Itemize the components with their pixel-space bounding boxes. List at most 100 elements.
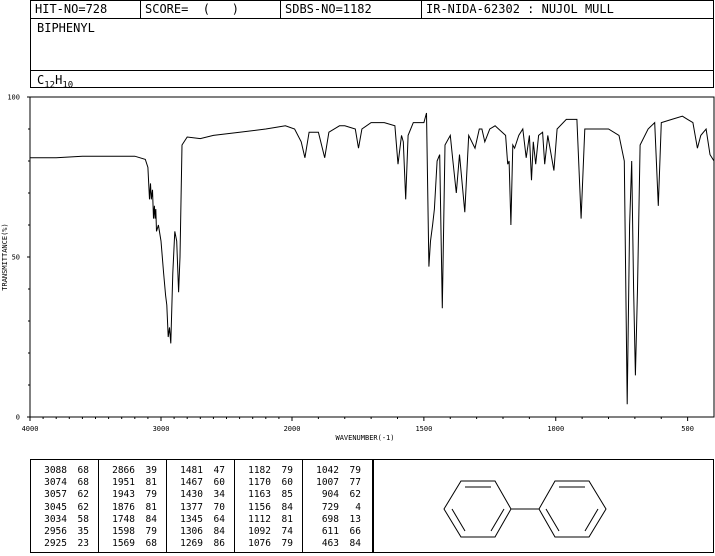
y-tick-label: 0 <box>16 414 20 422</box>
peak-wavenumber: 2866 <box>112 465 135 476</box>
peak-transmittance: 86 <box>213 538 225 550</box>
x-axis-label: WAVENUMBER(-1) <box>335 434 394 442</box>
x-tick-label: 500 <box>681 425 694 433</box>
peak-wavenumber: 1481 <box>180 465 203 476</box>
peak-transmittance: 84 <box>145 513 157 525</box>
peak-transmittance: 23 <box>77 538 89 550</box>
peak-transmittance: 77 <box>349 477 361 489</box>
peak-wavenumber: 1943 <box>112 489 135 501</box>
peak-wavenumber: 611 <box>321 526 339 537</box>
x-tick-label: 1500 <box>415 425 432 433</box>
peak-wavenumber: 3034 <box>44 513 67 525</box>
peak-wavenumber: 1951 <box>112 477 135 489</box>
peak-transmittance: 60 <box>213 477 225 489</box>
peak-column: 1182 79 1170 60 1163 85 1156 84 1112 81 1092 74 1076… <box>235 460 303 552</box>
peak-wavenumber: 1163 <box>248 489 271 501</box>
y-tick-label: 100 <box>7 94 20 102</box>
peak-transmittance: 68 <box>77 477 89 489</box>
peak-transmittance: 62 <box>77 501 89 513</box>
peak-wavenumber: 729 <box>321 501 339 513</box>
peak-column: 1481 47 1467 60 1430 34 1377 70 1345 64 1306 84 1269… <box>167 460 235 552</box>
molecular-formula: C12H10 <box>37 73 74 91</box>
peak-transmittance: 81 <box>145 477 157 489</box>
peak-transmittance: 68 <box>77 465 89 476</box>
peak-wavenumber: 2956 <box>44 526 67 537</box>
peak-transmittance: 79 <box>281 538 293 550</box>
x-tick-label: 3000 <box>153 425 170 433</box>
peak-table: 3088 68 3074 68 3057 62 3045 62 3034 58 2956 35 2925… <box>30 459 373 553</box>
peak-wavenumber: 3088 <box>44 465 67 476</box>
peak-transmittance: 13 <box>349 513 361 525</box>
peak-transmittance: 58 <box>77 513 89 525</box>
peak-transmittance: 60 <box>281 477 293 489</box>
peak-wavenumber: 904 <box>321 489 339 501</box>
peak-transmittance: 79 <box>349 465 361 476</box>
peak-transmittance: 70 <box>213 501 225 513</box>
peak-transmittance: 39 <box>145 465 157 476</box>
hit-number: HIT-NO=728 <box>35 2 108 16</box>
peak-transmittance: 81 <box>145 501 157 513</box>
peak-wavenumber: 3057 <box>44 489 67 501</box>
peak-wavenumber: 698 <box>321 513 339 525</box>
peak-transmittance: 85 <box>281 489 293 501</box>
structure-panel <box>373 459 714 553</box>
peak-transmittance: 84 <box>213 526 225 537</box>
peak-wavenumber: 1598 <box>112 526 135 537</box>
peak-transmittance: 84 <box>281 501 293 513</box>
peak-wavenumber: 1092 <box>248 526 271 537</box>
peak-wavenumber: 1076 <box>248 538 271 550</box>
peak-wavenumber: 1112 <box>248 513 271 525</box>
peak-wavenumber: 1748 <box>112 513 135 525</box>
peak-transmittance: 81 <box>281 513 293 525</box>
formula-divider <box>31 70 713 71</box>
peak-wavenumber: 1170 <box>248 477 271 489</box>
sdbs-number: SDBS-NO=1182 <box>280 1 421 18</box>
peak-transmittance: 66 <box>349 526 361 537</box>
peak-column: 1042 79 1007 77 904 62 729 4 698 13 611 66 463 84 <box>303 460 372 552</box>
peak-wavenumber: 1876 <box>112 501 135 513</box>
biphenyl-structure <box>443 480 607 538</box>
peak-wavenumber: 1377 <box>180 501 203 513</box>
ir-identifier: IR-NIDA-62302 : NUJOL MULL <box>421 1 713 18</box>
peak-column: 2866 39 1951 81 1943 79 1876 81 1748 84 1598 79 1569… <box>99 460 167 552</box>
ir-spectrum-chart: 4000 3000 2000 1500 1000 500 0 50 100 WAVENUMBER… <box>1 94 715 442</box>
peak-wavenumber: 1306 <box>180 526 203 537</box>
peak-wavenumber: 1345 <box>180 513 203 525</box>
peak-wavenumber: 1430 <box>180 489 203 501</box>
peak-transmittance: 64 <box>213 513 225 525</box>
y-axis-label: TRANSMITTANCE(%) <box>1 223 9 290</box>
peak-transmittance: 35 <box>77 526 89 537</box>
peak-wavenumber: 1156 <box>248 501 271 513</box>
score: SCORE= ( ) <box>140 1 280 18</box>
peak-column: 3088 68 3074 68 3057 62 3045 62 3034 58 2956 35 2925… <box>31 460 99 552</box>
peak-wavenumber: 1042 <box>316 465 339 476</box>
peak-wavenumber: 1467 <box>180 477 203 489</box>
peak-wavenumber: 2925 <box>44 538 67 550</box>
peak-transmittance: 34 <box>213 489 225 501</box>
peak-transmittance: 84 <box>349 538 361 550</box>
peak-wavenumber: 1182 <box>248 465 271 476</box>
y-tick-label: 50 <box>12 254 20 262</box>
peak-wavenumber: 1007 <box>316 477 339 489</box>
x-tick-label: 1000 <box>547 425 564 433</box>
peak-transmittance: 4 <box>355 501 361 513</box>
peak-transmittance: 62 <box>77 489 89 501</box>
peak-wavenumber: 3074 <box>44 477 67 489</box>
plot-frame <box>29 96 715 418</box>
header-panel: HIT-NO=728 SCORE= ( ) SDBS-NO=1182 IR-NI… <box>30 0 714 91</box>
x-tick-label: 2000 <box>284 425 301 433</box>
peak-transmittance: 62 <box>349 489 361 501</box>
peak-wavenumber: 1269 <box>180 538 203 550</box>
peak-wavenumber: 463 <box>321 538 339 550</box>
peak-transmittance: 79 <box>145 526 157 537</box>
peak-transmittance: 47 <box>213 465 225 476</box>
peak-transmittance: 74 <box>281 526 293 537</box>
spectrum-line <box>30 112 715 405</box>
peak-transmittance: 79 <box>145 489 157 501</box>
peak-transmittance: 68 <box>145 538 157 550</box>
peak-wavenumber: 1569 <box>112 538 135 550</box>
peak-wavenumber: 3045 <box>44 501 67 513</box>
x-tick-label: 4000 <box>22 425 39 433</box>
compound-name: BIPHENYL <box>37 21 95 35</box>
peak-transmittance: 79 <box>281 465 293 476</box>
